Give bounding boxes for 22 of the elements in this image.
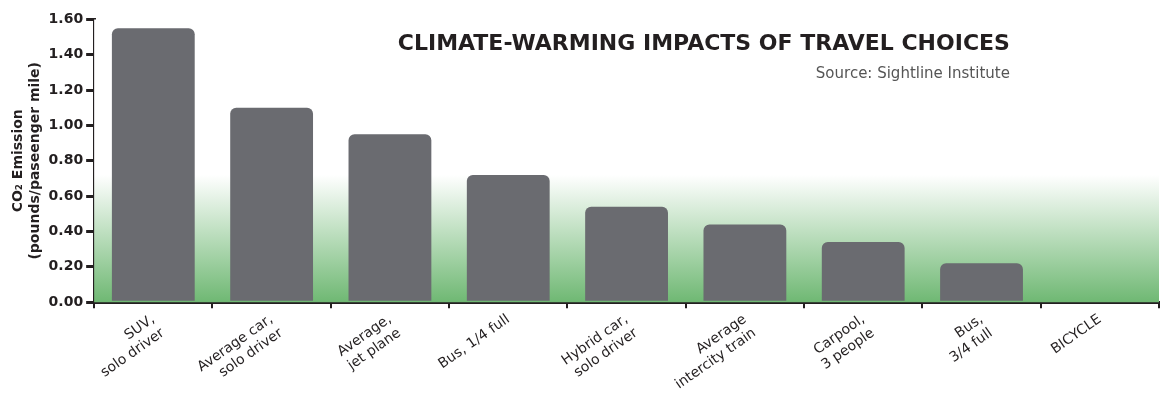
- bar: [348, 134, 432, 301]
- bar: [230, 107, 314, 301]
- bar: [940, 263, 1023, 301]
- y-axis-title: CO₂ Emission (pounds/paseenger mile): [9, 61, 42, 260]
- annotation: Source: Sightline Institute: [815, 64, 1010, 82]
- bar: [821, 242, 905, 301]
- bar: [585, 206, 668, 301]
- y-tick-label: 0.80: [48, 151, 84, 168]
- y-tick-label: 0.40: [48, 222, 84, 239]
- y-tick-label: 1.20: [48, 80, 84, 97]
- x-tick-label: Bus, 3/4 full: [946, 310, 995, 366]
- y-tick-label: 1.00: [48, 116, 84, 133]
- y-tick-label: 0.00: [48, 292, 84, 309]
- x-tick-label: Bus, 1/4 full: [434, 310, 513, 372]
- bar: [111, 28, 195, 301]
- y-tick-label: 1.40: [48, 45, 84, 62]
- y-tick-label: 1.60: [48, 10, 84, 27]
- y-tick-label: 0.60: [48, 186, 84, 203]
- y-tick-label: 0.20: [48, 257, 84, 274]
- text: CLIMATE-WARMING IMPACTS OF TRAVEL CHOICES: [397, 30, 1010, 55]
- bar: [703, 224, 787, 301]
- bar: [466, 174, 550, 301]
